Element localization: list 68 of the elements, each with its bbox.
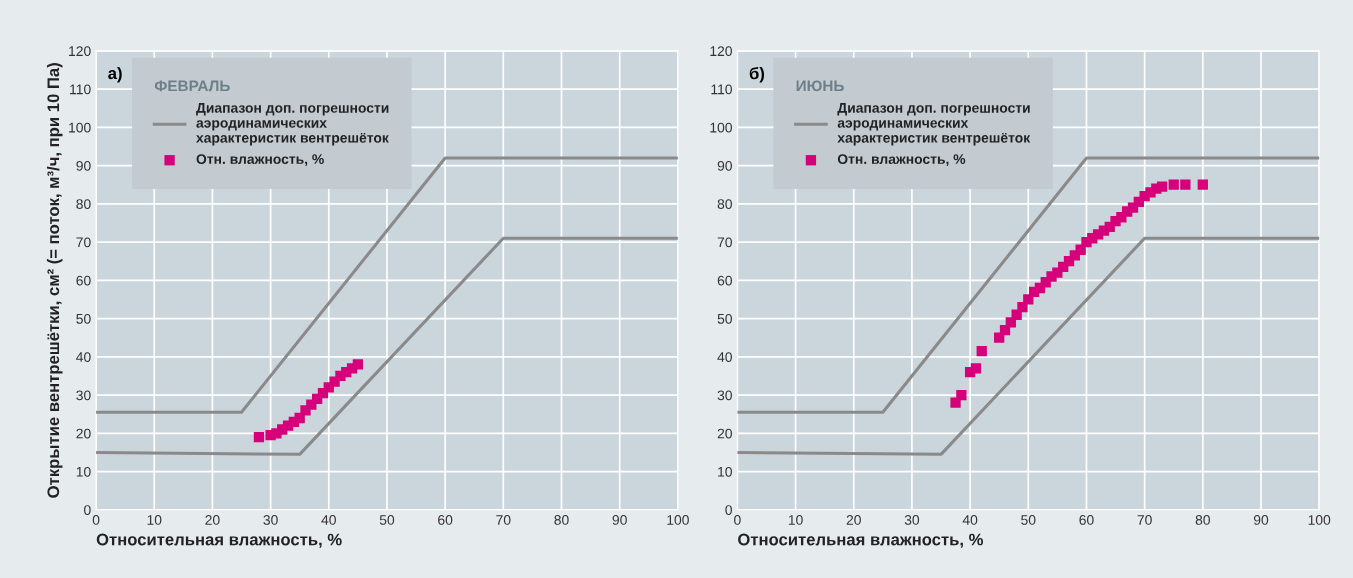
- annotation: б): [749, 66, 765, 83]
- x-tick-label: 30: [263, 515, 278, 525]
- point: [352, 359, 364, 370]
- x-tick-label: 40: [321, 515, 336, 525]
- y-tick-label: 90: [717, 160, 732, 171]
- x-axis-title: Относительная влажность, %: [738, 533, 984, 548]
- y-tick-label: 60: [717, 275, 732, 286]
- y-tick-label: 80: [717, 199, 732, 210]
- point: [253, 431, 265, 443]
- legend-label: Диапазон доп. погрешности аэродинамических характеристик вентрешёток: [837, 103, 1031, 146]
- y-tick-label: 0: [84, 505, 91, 515]
- x-tick-label: 60: [1079, 515, 1094, 525]
- y-tick-label: 60: [76, 275, 91, 286]
- x-tick-label: 50: [379, 515, 395, 525]
- point: [956, 389, 967, 401]
- y-tick-label: 30: [717, 390, 732, 401]
- y-tick-label: 40: [717, 352, 732, 362]
- point: [976, 345, 987, 357]
- y-tick-label: 80: [76, 199, 91, 210]
- y-tick-label: 50: [76, 313, 91, 324]
- x-axis-title: Относительная влажность, %: [96, 533, 342, 548]
- x-tick-label: 0: [92, 515, 100, 525]
- x-tick-label: 80: [1195, 515, 1210, 525]
- x-tick-label: 90: [612, 515, 627, 525]
- y-tick-label: 70: [76, 237, 91, 248]
- y-tick-label: 10: [718, 466, 732, 477]
- legend-label: Диапазон доп. погрешности аэродинамических характеристик вентрешёток: [196, 103, 389, 146]
- point: [1180, 179, 1191, 190]
- point: [1156, 181, 1168, 192]
- x-tick-label: 10: [147, 515, 162, 525]
- y-tick-label: 30: [76, 390, 91, 401]
- point: [1197, 179, 1208, 190]
- y-tick-label: 100: [710, 122, 732, 133]
- legend-title: ФЕВРАЛЬ: [154, 80, 230, 92]
- x-tick-label: 0: [734, 515, 741, 525]
- x-tick-label: 30: [904, 515, 920, 525]
- x-tick-label: 70: [1137, 515, 1152, 525]
- x-tick-label: 50: [1021, 515, 1036, 525]
- point: [1168, 179, 1179, 190]
- legend-label: Отн. влажность, %: [837, 154, 966, 167]
- y-tick-label: 110: [711, 84, 732, 95]
- y-tick-label: 40: [76, 352, 91, 362]
- x-tick-label: 10: [788, 515, 803, 525]
- legend-title: ИЮНЬ: [796, 80, 844, 92]
- y-tick-label: 100: [69, 122, 91, 133]
- x-tick-label: 90: [1253, 515, 1269, 525]
- y-tick-label: 120: [69, 46, 91, 57]
- x-tick-label: 60: [438, 515, 453, 525]
- y-tick-label: 110: [70, 84, 91, 95]
- annotation: а): [108, 66, 122, 83]
- y-tick-label: 20: [717, 428, 732, 439]
- x-tick-label: 20: [846, 515, 861, 525]
- point: [970, 363, 982, 374]
- x-tick-label: 40: [962, 515, 978, 525]
- y-tick-label: 70: [717, 237, 732, 248]
- x-tick-label: 100: [667, 515, 689, 525]
- x-tick-label: 20: [205, 515, 220, 525]
- y-axis-title: Открытие вентрешётки, см² (= поток, м³/ч, при 10 Па): [46, 63, 63, 498]
- x-tick-label: 80: [554, 515, 569, 525]
- legend-label: Отн. влажность, %: [196, 154, 324, 167]
- y-tick-label: 90: [76, 160, 91, 171]
- x-tick-label: 70: [496, 515, 511, 525]
- y-tick-label: 120: [710, 46, 732, 57]
- y-tick-label: 20: [76, 428, 91, 439]
- y-tick-label: 50: [717, 313, 732, 324]
- x-tick-label: 100: [1308, 515, 1331, 525]
- y-tick-label: 10: [76, 466, 91, 477]
- y-tick-label: 0: [725, 505, 732, 515]
